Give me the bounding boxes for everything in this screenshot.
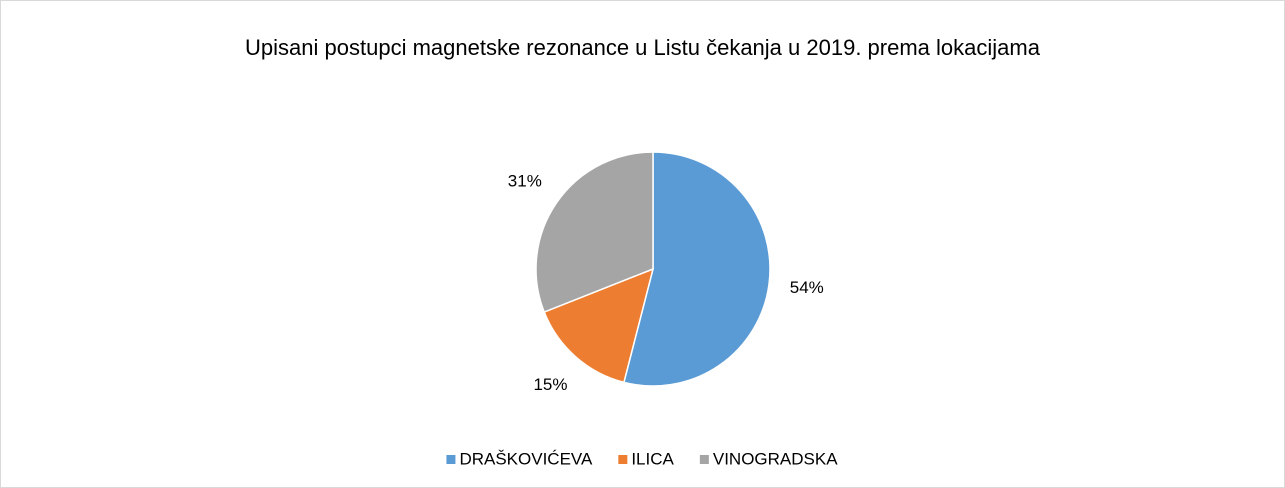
chart-title: Upisani postupci magnetske rezonance u L… (245, 35, 1040, 60)
legend-label: ILICA (631, 449, 674, 468)
data-label: 54% (790, 278, 824, 297)
legend-swatch (446, 455, 456, 464)
legend-swatch (699, 455, 709, 464)
legend-label: VINOGRADSKA (713, 449, 838, 468)
pie-slice (622, 151, 771, 387)
legend-label: DRAŠKOVIĆEVA (459, 449, 593, 468)
pie-slice (543, 267, 655, 384)
legend-swatch (618, 455, 628, 464)
data-label: 31% (508, 171, 542, 190)
pie-slice (535, 151, 654, 314)
data-label: 15% (533, 375, 567, 394)
